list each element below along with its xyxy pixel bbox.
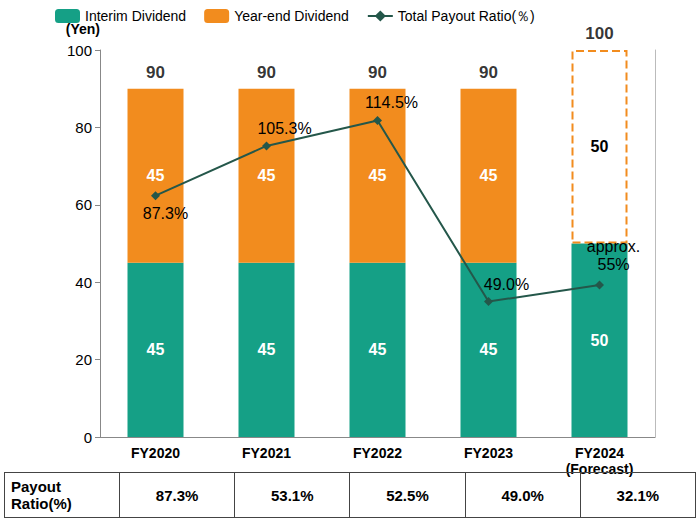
svg-text:20: 20 (75, 351, 92, 368)
svg-text:90: 90 (479, 63, 498, 82)
svg-text:FY2022: FY2022 (353, 445, 402, 461)
svg-text:55%: 55% (597, 256, 629, 273)
svg-text:45: 45 (258, 167, 276, 184)
svg-text:0: 0 (84, 429, 92, 446)
svg-text:49.0%: 49.0% (484, 276, 529, 293)
svg-text:(Yen): (Yen) (65, 21, 100, 37)
svg-text:Total Payout Ratio(％): Total Payout Ratio(％) (398, 8, 535, 24)
svg-text:90: 90 (257, 63, 276, 82)
svg-text:105.3%: 105.3% (257, 120, 311, 137)
svg-text:100: 100 (67, 42, 92, 59)
html-text:53.1%: 53.1% (271, 486, 314, 504)
html-text:87.3%: 87.3% (155, 486, 199, 504)
svg-text:50: 50 (591, 332, 609, 349)
svg-text:45: 45 (147, 341, 165, 358)
svg-text:FY2021: FY2021 (242, 445, 291, 461)
svg-text:50: 50 (591, 138, 609, 155)
html-text:32.1%: 32.1% (616, 486, 660, 504)
svg-text:Interim Dividend: Interim Dividend (85, 8, 186, 24)
svg-text:45: 45 (369, 341, 387, 358)
html-text:49.0%: 49.0% (501, 486, 544, 504)
svg-text:90: 90 (368, 63, 387, 82)
svg-text:45: 45 (480, 167, 498, 184)
svg-text:90: 90 (146, 63, 165, 82)
html-text:Payout Ratio(%): Payout Ratio(%) (11, 478, 72, 512)
html-text:52.5%: 52.5% (386, 486, 429, 504)
svg-text:FY2023: FY2023 (464, 445, 513, 461)
svg-text:(Forecast): (Forecast) (566, 461, 634, 477)
svg-text:FY2020: FY2020 (131, 445, 180, 461)
svg-text:Year-end Dividend: Year-end Dividend (234, 8, 349, 24)
svg-text:114.5%: 114.5% (365, 94, 418, 111)
svg-text:45: 45 (258, 341, 276, 358)
svg-text:45: 45 (147, 167, 165, 184)
svg-text:87.3%: 87.3% (143, 205, 188, 222)
svg-text:100: 100 (585, 24, 613, 43)
svg-text:60: 60 (75, 196, 92, 213)
svg-text:45: 45 (480, 341, 498, 358)
svg-text:40: 40 (75, 274, 92, 291)
svg-text:FY2024: FY2024 (575, 445, 624, 461)
svg-text:approx.: approx. (587, 238, 640, 255)
svg-text:45: 45 (369, 167, 387, 184)
svg-text:80: 80 (75, 119, 92, 136)
